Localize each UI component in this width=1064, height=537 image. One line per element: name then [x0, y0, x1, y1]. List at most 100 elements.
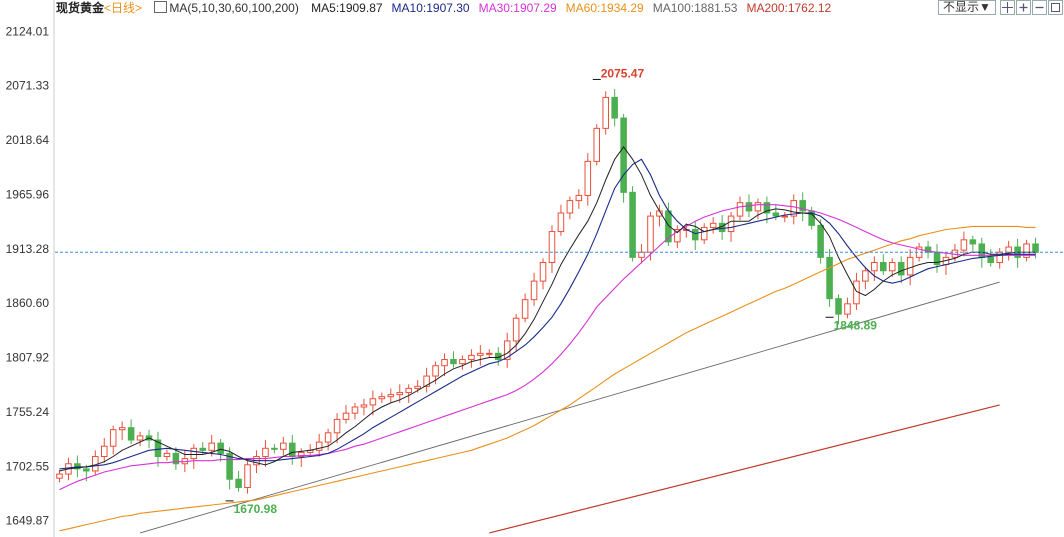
- candle-down: [763, 202, 771, 214]
- y-tick-label: 1860.60: [6, 296, 50, 310]
- candle-up: [396, 392, 404, 396]
- candle-up: [118, 427, 126, 431]
- candle-up: [369, 398, 377, 406]
- candle-up: [423, 375, 430, 387]
- candle-up: [566, 200, 574, 214]
- instrument-name: 现货黄金: [56, 1, 105, 15]
- candle-up: [109, 429, 117, 447]
- candle-up: [557, 212, 565, 233]
- candle-up: [405, 387, 412, 394]
- candle-down: [1032, 243, 1039, 253]
- chart-header: 现货黄金<日线> MA(5,10,30,60,100,200) MA5:1909…: [56, 0, 849, 16]
- candle-up: [736, 202, 744, 217]
- candle-up: [548, 231, 556, 264]
- candle-down: [835, 298, 842, 315]
- candle-up: [871, 262, 878, 272]
- candle-up: [441, 359, 448, 367]
- candle-down: [450, 359, 457, 365]
- candle-down: [611, 96, 618, 119]
- candle-down: [83, 468, 90, 472]
- candle-down: [745, 202, 753, 212]
- zoom-in-icon[interactable]: [1016, 0, 1031, 15]
- ma10-line: [59, 158, 1036, 470]
- candle-down: [880, 262, 887, 272]
- crosshair-icon[interactable]: [1000, 0, 1015, 15]
- candle-up: [378, 396, 386, 400]
- fullscreen-icon[interactable]: [1048, 0, 1063, 15]
- candle-down: [987, 256, 995, 264]
- display-dropdown[interactable]: 不显示▼: [938, 0, 996, 15]
- candle-down: [969, 239, 977, 245]
- candle-down: [629, 191, 636, 258]
- candle-up: [414, 385, 421, 389]
- ma-settings-icon[interactable]: [154, 1, 168, 13]
- candle-down: [817, 224, 824, 258]
- ma-readout: MA60:1934.29: [565, 1, 644, 15]
- candle-up: [1023, 243, 1030, 258]
- candle-down: [289, 442, 296, 458]
- ma-readout: MA100:1881.53: [652, 1, 738, 15]
- candle-up: [351, 406, 359, 414]
- candle-up: [342, 412, 350, 420]
- candle-down: [772, 212, 780, 217]
- candle-down: [154, 439, 162, 458]
- period-selector[interactable]: <日线>: [104, 1, 143, 15]
- zoom-out-icon[interactable]: [1032, 0, 1047, 15]
- ma-readout: MA10:1907.30: [391, 1, 470, 15]
- candle-up: [468, 354, 475, 361]
- y-tick-label: 1755.24: [6, 405, 50, 419]
- candle-up: [674, 228, 681, 243]
- candle-up: [638, 251, 645, 258]
- candle-up: [906, 256, 914, 276]
- candle-down: [691, 228, 699, 241]
- candle-up: [1005, 246, 1012, 253]
- candle-up: [360, 404, 368, 408]
- candle-up: [190, 447, 198, 460]
- candle-down: [799, 200, 806, 212]
- candle-up: [432, 365, 439, 377]
- candle-up: [136, 435, 144, 441]
- ma-readout: MA30:1907.29: [478, 1, 557, 15]
- candle-up: [602, 96, 609, 129]
- ma60-line: [59, 225, 1036, 532]
- candle-up: [262, 447, 269, 458]
- candle-up: [844, 303, 851, 315]
- candle-up: [521, 299, 529, 319]
- y-tick-label: 1702.55: [6, 459, 50, 473]
- y-tick-label: 1965.96: [6, 187, 50, 201]
- candle-up: [996, 251, 1003, 264]
- candle-up: [584, 160, 592, 196]
- candle-up: [700, 226, 708, 241]
- candle-up: [477, 352, 484, 356]
- y-tick-label: 2124.01: [6, 24, 50, 38]
- candle-up: [539, 262, 547, 282]
- candle-down: [127, 427, 135, 441]
- candle-up: [315, 441, 323, 451]
- candle-up: [647, 215, 654, 253]
- ma5-line: [59, 146, 1036, 472]
- candle-up: [790, 200, 798, 217]
- y-tick-label: 2071.33: [6, 79, 50, 93]
- candle-down: [172, 452, 180, 465]
- candle-up: [709, 222, 717, 228]
- high-label: 2075.47: [601, 66, 645, 80]
- candle-up: [280, 442, 287, 450]
- candle-up: [208, 442, 215, 451]
- candle-down: [826, 256, 833, 300]
- candle-up: [459, 359, 466, 365]
- y-tick-label: 2018.64: [6, 133, 50, 147]
- candle-down: [271, 447, 278, 450]
- candle-down: [620, 117, 627, 193]
- y-tick-label: 1649.87: [6, 514, 50, 528]
- low-label: 1670.98: [234, 502, 278, 516]
- ma-readout: MA200:1762.12: [746, 1, 832, 15]
- candle-down: [217, 442, 224, 454]
- candle-up: [512, 317, 520, 342]
- ma-readout: MA5:1909.87: [311, 1, 383, 15]
- candle-down: [924, 246, 932, 253]
- candle-up: [960, 239, 968, 251]
- candle-down: [897, 262, 905, 276]
- candle-down: [226, 452, 233, 480]
- ma100-line: [139, 281, 1000, 534]
